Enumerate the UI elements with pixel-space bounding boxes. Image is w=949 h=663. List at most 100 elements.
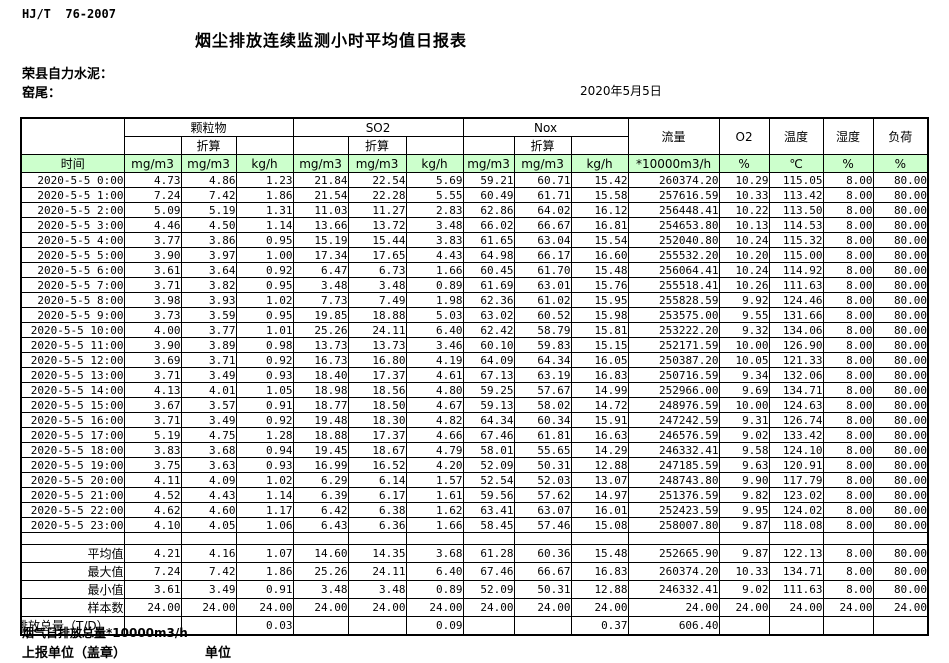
- value-cell: 0.92: [235, 262, 294, 278]
- value-cell: 17.37: [347, 427, 407, 443]
- summary-value-cell: 3.49: [180, 580, 237, 599]
- value-cell: 0.92: [235, 412, 294, 428]
- value-cell: 118.08: [768, 517, 824, 533]
- table-row: 2020-5-5 13:00 3.71 3.49 0.93 18.40 17.37 4.61…: [20, 367, 929, 383]
- value-cell: 115.05: [768, 172, 824, 188]
- empty-cell: [347, 532, 407, 545]
- value-cell: 3.46: [405, 337, 464, 353]
- summary-value-cell: 25.26: [292, 562, 349, 581]
- summary-value-cell: 3.68: [405, 544, 464, 563]
- row-time-cell: 2020-5-5 2:00: [20, 202, 125, 218]
- value-cell: 8.00: [822, 172, 874, 188]
- summary-value-cell: 10.33: [718, 562, 770, 581]
- summary-value-cell: [513, 616, 572, 636]
- value-cell: 80.00: [872, 487, 929, 503]
- value-cell: 19.48: [292, 412, 349, 428]
- value-cell: 8.00: [822, 217, 874, 233]
- summary-value-cell: 80.00: [872, 562, 929, 581]
- summary-value-cell: [180, 616, 237, 636]
- value-cell: 133.42: [768, 427, 824, 443]
- value-cell: 8.00: [822, 502, 874, 518]
- empty-header-cell: [405, 136, 464, 155]
- table-row: 2020-5-5 23:00 4.10 4.05 1.06 6.43 6.36 1.66 58…: [20, 517, 929, 533]
- value-cell: 3.93: [180, 292, 237, 308]
- row-time-cell: 2020-5-5 7:00: [20, 277, 125, 293]
- value-cell: 17.34: [292, 247, 349, 263]
- value-cell: 4.60: [180, 502, 237, 518]
- value-cell: 6.29: [292, 472, 349, 488]
- value-cell: 80.00: [872, 517, 929, 533]
- value-cell: 0.93: [235, 457, 294, 473]
- value-cell: 9.32: [718, 322, 770, 338]
- value-cell: 80.00: [872, 322, 929, 338]
- value-cell: 3.49: [180, 412, 237, 428]
- table-row: 2020-5-5 14:00 4.13 4.01 1.05 18.98 18.56 4.80…: [20, 382, 929, 398]
- value-cell: 0.91: [235, 397, 294, 413]
- value-cell: 5.19: [123, 427, 182, 443]
- value-cell: 124.10: [768, 442, 824, 458]
- value-cell: 258007.80: [627, 517, 720, 533]
- o2-header: O2: [718, 117, 770, 155]
- value-cell: 4.75: [180, 427, 237, 443]
- value-cell: 6.39: [292, 487, 349, 503]
- value-cell: 15.48: [570, 262, 629, 278]
- value-cell: 80.00: [872, 202, 929, 218]
- value-cell: 260374.20: [627, 172, 720, 188]
- unit-cell: kg/h: [570, 154, 629, 173]
- value-cell: 8.00: [822, 337, 874, 353]
- value-cell: 4.09: [180, 472, 237, 488]
- converted-header-so2: 折算: [347, 136, 407, 155]
- value-cell: 18.67: [347, 442, 407, 458]
- value-cell: 3.68: [180, 442, 237, 458]
- summary-value-cell: 24.00: [872, 598, 929, 617]
- summary-value-cell: 24.00: [462, 598, 515, 617]
- value-cell: 4.86: [180, 172, 237, 188]
- summary-value-cell: [462, 616, 515, 636]
- value-cell: 255828.59: [627, 292, 720, 308]
- value-cell: 80.00: [872, 442, 929, 458]
- value-cell: 247185.59: [627, 457, 720, 473]
- value-cell: 1.86: [235, 187, 294, 203]
- value-cell: 22.28: [347, 187, 407, 203]
- value-cell: 4.00: [123, 322, 182, 338]
- value-cell: 66.67: [513, 217, 572, 233]
- value-cell: 10.22: [718, 202, 770, 218]
- value-cell: 4.80: [405, 382, 464, 398]
- value-cell: 60.10: [462, 337, 515, 353]
- table-row: 2020-5-5 19:00 3.75 3.63 0.93 16.99 16.52 4.20…: [20, 457, 929, 473]
- value-cell: 16.80: [347, 352, 407, 368]
- load-header: 负荷: [872, 117, 929, 155]
- value-cell: 5.55: [405, 187, 464, 203]
- value-cell: 14.99: [570, 382, 629, 398]
- row-time-cell: 2020-5-5 1:00: [20, 187, 125, 203]
- summary-value-cell: 67.46: [462, 562, 515, 581]
- value-cell: 80.00: [872, 307, 929, 323]
- value-cell: 80.00: [872, 352, 929, 368]
- value-cell: 1.14: [235, 217, 294, 233]
- value-cell: 61.02: [513, 292, 572, 308]
- value-cell: 8.00: [822, 202, 874, 218]
- summary-value-cell: 24.00: [405, 598, 464, 617]
- table-row: 2020-5-5 8:00 3.98 3.93 1.02 7.73 7.49 1.98 62.…: [20, 292, 929, 308]
- value-cell: 8.00: [822, 427, 874, 443]
- value-cell: 16.52: [347, 457, 407, 473]
- summary-value-cell: 0.91: [235, 580, 294, 599]
- table-row: 2020-5-5 4:00 3.77 3.86 0.95 15.19 15.44 3.83 6…: [20, 232, 929, 248]
- value-cell: 251376.59: [627, 487, 720, 503]
- value-cell: 253222.20: [627, 322, 720, 338]
- empty-header-cell: [462, 136, 515, 155]
- value-cell: 7.42: [180, 187, 237, 203]
- unit-cell: mg/m3: [123, 154, 182, 173]
- value-cell: 9.69: [718, 382, 770, 398]
- summary-value-cell: 24.00: [513, 598, 572, 617]
- value-cell: 80.00: [872, 232, 929, 248]
- summary-value-cell: 3.61: [123, 580, 182, 599]
- summary-value-cell: 24.00: [123, 598, 182, 617]
- value-cell: 80.00: [872, 172, 929, 188]
- summary-label-cell: 最大值: [20, 562, 125, 581]
- value-cell: 4.43: [180, 487, 237, 503]
- value-cell: 3.69: [123, 352, 182, 368]
- report-table: 颗粒物 SO2 Nox 流量 O2 温度 湿度 负荷 折算 折算 折算 时间 m…: [20, 117, 930, 636]
- empty-cell: [570, 532, 629, 545]
- value-cell: 61.71: [513, 187, 572, 203]
